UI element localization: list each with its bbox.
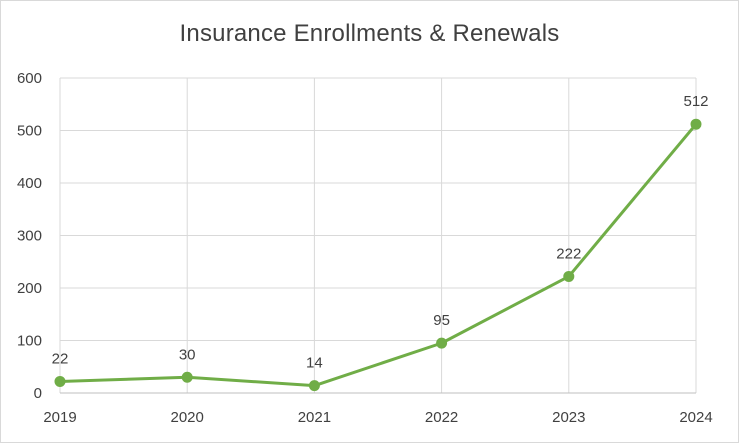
data-label: 512 xyxy=(683,93,708,110)
data-label: 95 xyxy=(433,312,450,329)
x-tick-label: 2021 xyxy=(298,409,331,426)
y-tick-label: 500 xyxy=(17,123,42,140)
x-tick-label: 2022 xyxy=(425,409,458,426)
x-tick-label: 2023 xyxy=(552,409,585,426)
x-tick-label: 2024 xyxy=(679,409,712,426)
x-tick-label: 2019 xyxy=(43,409,76,426)
y-tick-label: 100 xyxy=(17,333,42,350)
data-label: 14 xyxy=(306,355,323,372)
data-label: 22 xyxy=(52,350,69,367)
y-tick-label: 400 xyxy=(17,175,42,192)
data-point xyxy=(436,337,448,349)
data-point xyxy=(54,375,66,387)
series-line xyxy=(59,123,698,388)
data-point xyxy=(563,270,575,282)
data-point xyxy=(181,371,193,383)
data-point xyxy=(308,380,320,392)
chart-title: Insurance Enrollments & Renewals xyxy=(179,20,560,47)
y-tick-label: 600 xyxy=(17,70,42,87)
y-tick-label: 200 xyxy=(17,280,42,297)
y-tick-label: 300 xyxy=(17,228,42,245)
x-tick-label: 2020 xyxy=(171,409,204,426)
data-point xyxy=(690,118,702,130)
data-label: 30 xyxy=(179,346,196,363)
y-tick-label: 0 xyxy=(34,385,42,402)
data-label: 222 xyxy=(556,245,581,262)
